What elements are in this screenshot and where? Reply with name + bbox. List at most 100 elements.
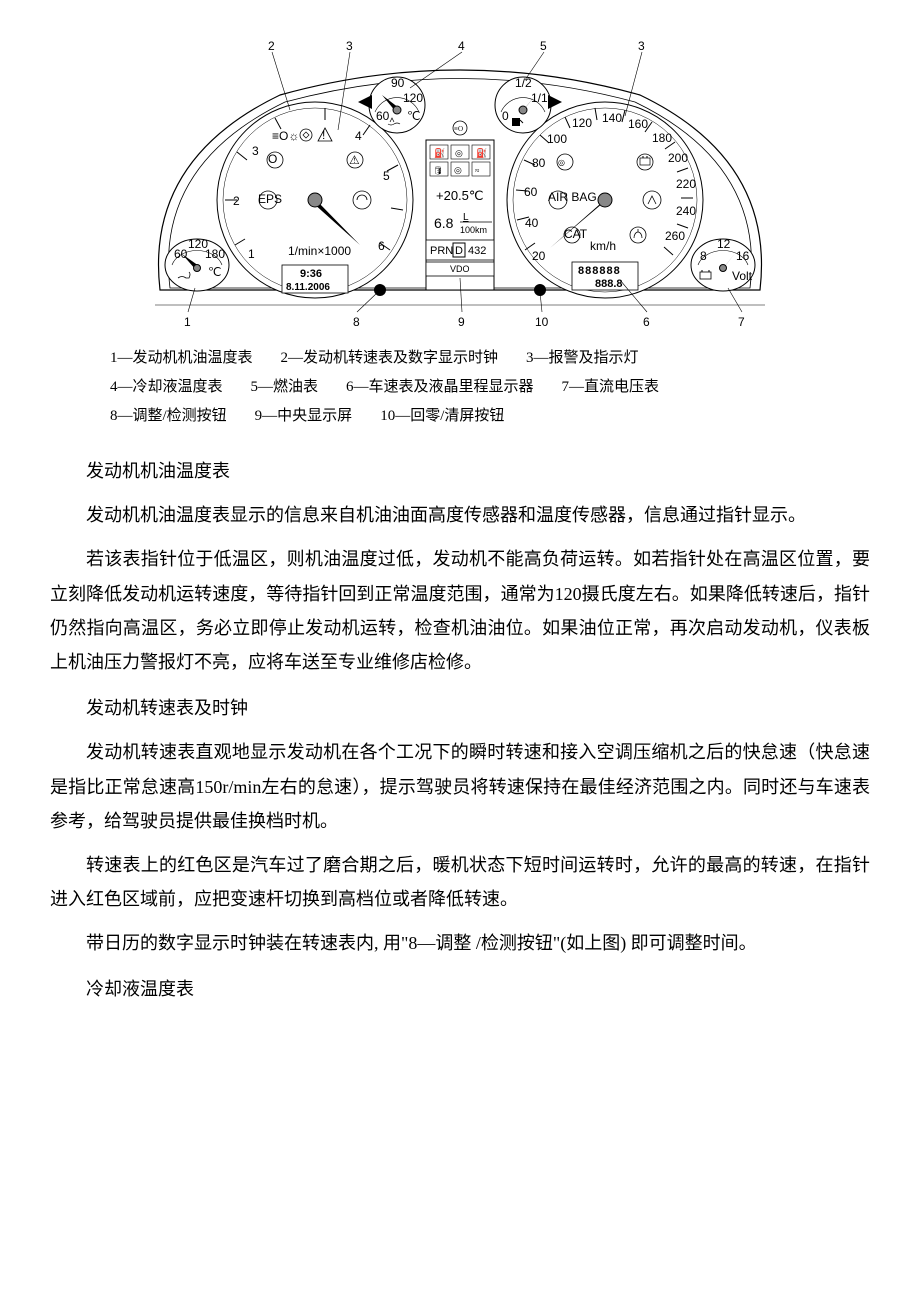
brand: VDO (450, 264, 470, 274)
svg-text:◎: ◎ (455, 148, 463, 158)
oil-180: 180 (205, 247, 225, 261)
legend-text: —直流电压表 (569, 379, 659, 395)
instrument-cluster-diagram: 1 2 3 4 5 6 1/min×1000 ≡O☼ ! O ⚠ EPS 9:3… (100, 40, 820, 335)
svg-text:CAT: CAT (564, 227, 588, 241)
clock-date: 8.11.2006 (286, 282, 330, 293)
svg-text:9: 9 (458, 315, 465, 329)
svg-text:D: D (455, 245, 463, 257)
legend-num: 4 (110, 379, 118, 395)
tach-unit: 1/min×1000 (288, 244, 351, 258)
svg-text:2: 2 (268, 40, 275, 53)
svg-text:O: O (268, 152, 277, 166)
legend-num: 6 (346, 379, 354, 395)
legend-text: —发动机机油温度表 (118, 350, 253, 366)
spd-60: 60 (524, 185, 538, 199)
legend-num: 3 (526, 350, 534, 366)
center-cons-val: 6.8 (434, 215, 454, 231)
right-arrow-icon (548, 95, 562, 109)
svg-text:3: 3 (346, 40, 353, 53)
spd-180: 180 (652, 131, 672, 145)
fuel-half: 1/2 (515, 76, 532, 90)
coolant-unit: ℃ (407, 109, 420, 123)
clock-time: 9:36 (300, 268, 322, 280)
fuel-full: 1/1 (531, 91, 548, 105)
left-arrow-icon (358, 95, 372, 109)
center-temp: +20.5℃ (436, 188, 484, 203)
paragraph: 发动机机油温度表显示的信息来自机油油面高度传感器和温度传感器，信息通过指针显示。 (50, 498, 870, 532)
volt-unit: Volt (732, 269, 753, 283)
svg-text:⛽: ⛽ (476, 147, 487, 158)
paragraph: 转速表上的红色区是汽车过了磨合期之后，暖机状态下短时间运转时，允许的最高的转速，… (50, 848, 870, 916)
spd-80: 80 (532, 156, 546, 170)
spd-140: 140 (602, 111, 622, 125)
spd-unit: km/h (590, 239, 616, 253)
section-heading-coolant: 冷却液温度表 (50, 972, 870, 1006)
svg-text:≡O☼: ≡O☼ (272, 129, 299, 143)
legend-text: —调整/检测按钮 (118, 408, 227, 424)
svg-text:!: ! (322, 128, 325, 142)
svg-text:≈: ≈ (475, 166, 480, 175)
tach-tick-2: 2 (233, 194, 240, 208)
legend-num: 1 (110, 350, 118, 366)
tach-tick-3: 3 (252, 144, 259, 158)
coolant-90: 90 (391, 76, 405, 90)
paragraph: 发动机转速表直观地显示发动机在各个工况下的瞬时转速和接入空调压缩机之后的快怠速（… (50, 735, 870, 838)
eps-icon: EPS (258, 192, 282, 206)
legend-text: —回零/清屏按钮 (395, 408, 504, 424)
svg-text:1: 1 (184, 315, 191, 329)
oil-60: 60 (174, 247, 188, 261)
svg-text:🛢: 🛢 (433, 166, 443, 175)
spd-40: 40 (525, 216, 539, 230)
tach-tick-6: 6 (378, 239, 385, 253)
svg-text:◎: ◎ (454, 165, 462, 175)
paragraph: 带日历的数字显示时钟装在转速表内, 用"8—调整 /检测按钮"(如上图) 即可调… (50, 926, 870, 960)
svg-text:6: 6 (643, 315, 650, 329)
legend-num: 7 (562, 379, 570, 395)
svg-text:⚠: ⚠ (349, 153, 360, 167)
volt-16: 16 (736, 249, 750, 263)
legend-num: 8 (110, 408, 118, 424)
svg-text:4: 4 (458, 40, 465, 53)
center-cons-per: 100km (460, 225, 487, 235)
tach-tick-5: 5 (383, 169, 390, 183)
svg-text:7: 7 (738, 315, 745, 329)
spd-200: 200 (668, 151, 688, 165)
svg-text:432: 432 (468, 245, 486, 257)
legend-row-3: 8—调整/检测按钮 9—中央显示屏 10—回零/清屏按钮 (110, 403, 870, 430)
spd-240: 240 (676, 204, 696, 218)
section-heading-tach-clock: 发动机转速表及时钟 (50, 691, 870, 725)
legend-text: —发动机转速表及数字显示时钟 (288, 350, 498, 366)
callout-numbers-top: 2 3 4 5 3 (268, 40, 645, 53)
fuel-0: 0 (502, 109, 509, 123)
spd-220: 220 (676, 177, 696, 191)
coolant-120: 120 (403, 91, 423, 105)
legend-text: —报警及指示灯 (534, 350, 639, 366)
legend-row-2: 4—冷却液温度表 5—燃油表 6—车速表及液晶里程显示器 7—直流电压表 (110, 374, 870, 401)
paragraph: 若该表指针位于低温区，则机油温度过低，发动机不能高负荷运转。如若指针处在高温区位… (50, 542, 870, 679)
legend-text: —车速表及液晶里程显示器 (354, 379, 534, 395)
section-heading-oil-temp: 发动机机油温度表 (50, 454, 870, 488)
spd-260: 260 (665, 229, 685, 243)
volt-8: 8 (700, 249, 707, 263)
legend-text: —冷却液温度表 (118, 379, 223, 395)
volt-12: 12 (717, 237, 731, 251)
legend-text: —中央显示屏 (262, 408, 352, 424)
svg-text:PRN: PRN (430, 245, 453, 257)
cluster-svg: 1 2 3 4 5 6 1/min×1000 ≡O☼ ! O ⚠ EPS 9:3… (100, 40, 820, 335)
legend: 1—发动机机油温度表 2—发动机转速表及数字显示时钟 3—报警及指示灯 4—冷却… (110, 345, 870, 430)
svg-text:3: 3 (638, 40, 645, 53)
legend-row-1: 1—发动机机油温度表 2—发动机转速表及数字显示时钟 3—报警及指示灯 (110, 345, 870, 372)
spd-100: 100 (547, 132, 567, 146)
spd-20: 20 (532, 249, 546, 263)
legend-num: 10 (380, 408, 395, 424)
legend-num: 5 (251, 379, 259, 395)
legend-num: 2 (281, 350, 289, 366)
svg-text:◎: ◎ (558, 158, 565, 167)
svg-text:≡O: ≡O (454, 125, 463, 133)
tach-tick-4: 4 (355, 129, 362, 143)
odometer: 888888 (578, 265, 621, 277)
coolant-60: 60 (376, 109, 390, 123)
center-cons-unit: L (463, 212, 469, 223)
spd-160: 160 (628, 117, 648, 131)
tach-tick-1: 1 (248, 247, 255, 261)
